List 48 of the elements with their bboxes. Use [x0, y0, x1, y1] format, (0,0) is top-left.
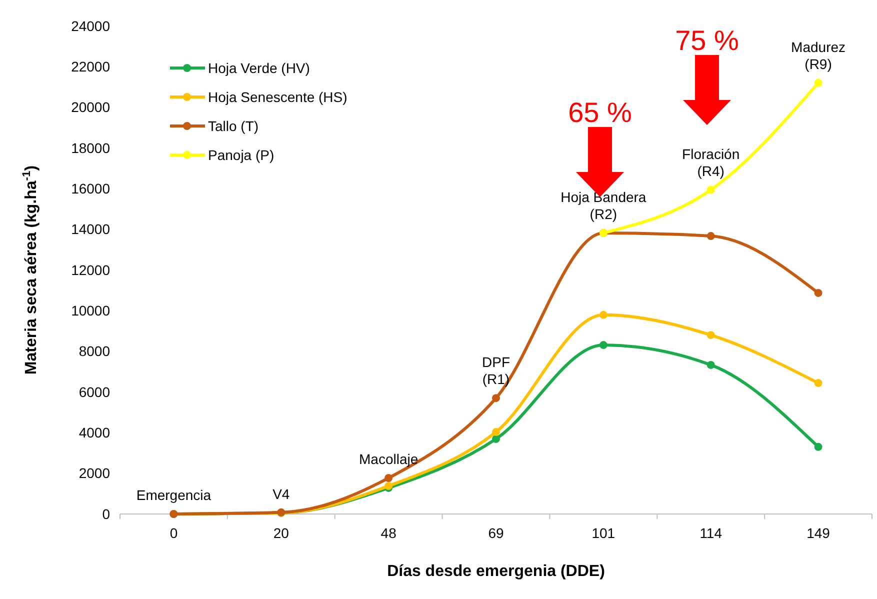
x-axis-title: Días desde emergenia (DDE)	[387, 563, 605, 580]
x-tick-label: 20	[273, 525, 290, 541]
legend-label: Tallo (T)	[208, 118, 259, 134]
point	[492, 428, 500, 436]
point	[814, 288, 822, 297]
annotation: V4	[272, 486, 290, 502]
point	[814, 379, 822, 388]
legend-label: Hoja Verde (HV)	[208, 60, 310, 76]
y-tick-label: 14000	[71, 221, 110, 238]
y-tick-label: 20000	[71, 99, 110, 116]
y-tick-label: 2000	[78, 465, 110, 482]
x-tick-label: 101	[592, 525, 616, 541]
legend-label: Panoja (P)	[208, 146, 274, 163]
annotation: 65 %	[568, 97, 632, 128]
annotation: Floración (R4)	[682, 146, 740, 179]
point	[706, 360, 715, 369]
point	[384, 474, 393, 482]
point	[814, 442, 822, 451]
point	[706, 186, 715, 194]
annotation: DPF (R1)	[482, 354, 510, 388]
y-tick-label: 4000	[78, 424, 110, 441]
annotation: Macollaje	[359, 451, 418, 468]
annotation: 75 %	[675, 25, 739, 56]
y-tick-label: 8000	[78, 343, 110, 360]
y-tick-label: 18000	[71, 140, 110, 156]
annotation: Hoja Bandera (R2)	[560, 188, 646, 222]
annotation: Emergencia	[136, 487, 212, 503]
legend-label: Hoja Senescente (HS)	[208, 88, 348, 105]
annotation: Madurez (R9)	[791, 38, 846, 72]
y-tick-label: 22000	[71, 58, 110, 75]
point	[599, 310, 608, 319]
point	[492, 394, 500, 402]
x-tick-label: 0	[170, 525, 178, 541]
x-tick-label: 69	[488, 525, 504, 541]
x-tick-label: 48	[380, 525, 397, 541]
point	[706, 232, 715, 240]
y-tick-label: 24000	[71, 18, 110, 34]
point	[814, 78, 822, 87]
y-tick-label: 6000	[78, 384, 110, 400]
y-tick-label: 0	[102, 506, 110, 522]
point	[706, 331, 715, 340]
point	[599, 341, 608, 350]
y-tick-label: 12000	[71, 262, 110, 278]
point	[492, 434, 500, 443]
y-tick-label: 10000	[71, 302, 110, 319]
y-tick-label: 16000	[71, 180, 110, 197]
x-tick-label: 114	[700, 525, 722, 541]
x-tick-label: 149	[806, 525, 830, 541]
